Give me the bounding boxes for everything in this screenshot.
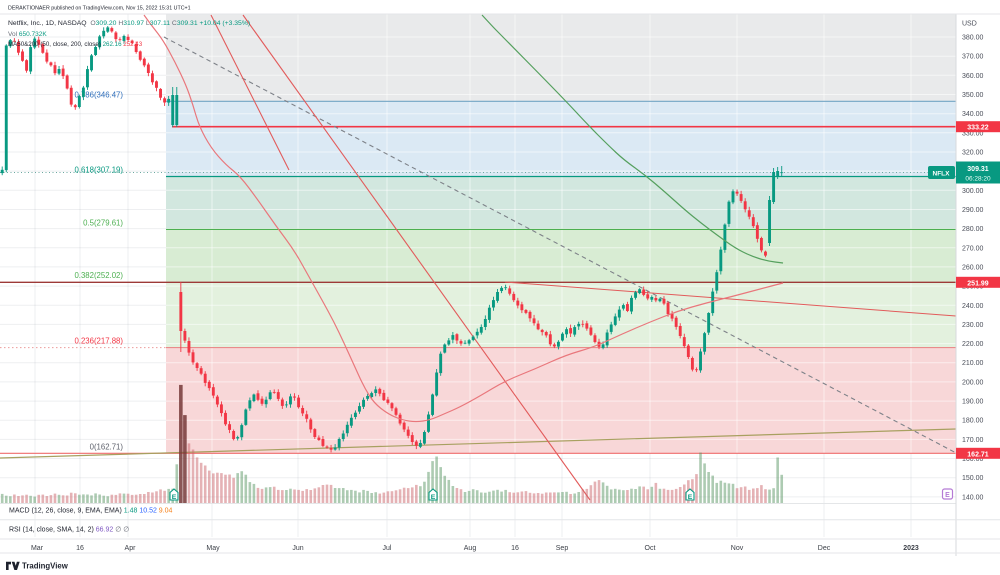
svg-text:0.5(279.61): 0.5(279.61) [83, 218, 123, 227]
svg-text:Oct: Oct [645, 545, 656, 552]
svg-text:NFLX: NFLX [933, 171, 951, 178]
svg-text:Apr: Apr [125, 545, 137, 552]
svg-text:Nov: Nov [731, 545, 744, 552]
svg-text:0.786(346.47): 0.786(346.47) [74, 90, 123, 99]
svg-text:E: E [172, 494, 177, 501]
svg-text:230.00: 230.00 [962, 322, 984, 329]
svg-text:0.236(217.88): 0.236(217.88) [74, 337, 123, 346]
svg-text:260.00: 260.00 [962, 264, 984, 271]
svg-text:270.00: 270.00 [962, 245, 984, 252]
svg-text:360.00: 360.00 [962, 73, 984, 80]
svg-text:220.00: 220.00 [962, 341, 984, 348]
svg-text:300.00: 300.00 [962, 188, 984, 195]
svg-text:MA50&200 (50, close, 200, clos: MA50&200 (50, close, 200, close) 262.16 … [8, 41, 143, 48]
svg-text:370.00: 370.00 [962, 54, 984, 61]
svg-text:Vol 650.732K: Vol 650.732K [8, 31, 47, 38]
svg-text:140.00: 140.00 [962, 494, 984, 501]
svg-text:150.00: 150.00 [962, 475, 984, 482]
svg-text:290.00: 290.00 [962, 207, 984, 214]
svg-text:Jul: Jul [383, 545, 392, 552]
svg-text:USD: USD [962, 21, 977, 28]
svg-text:E: E [688, 494, 693, 501]
svg-text:0.382(252.02): 0.382(252.02) [74, 271, 123, 280]
svg-text:190.00: 190.00 [962, 399, 984, 406]
svg-text:160.00: 160.00 [962, 456, 984, 463]
svg-text:0(162.71): 0(162.71) [90, 442, 124, 451]
svg-text:251.99: 251.99 [967, 280, 989, 287]
svg-text:200.00: 200.00 [962, 379, 984, 386]
svg-text:16: 16 [511, 545, 519, 552]
svg-text:180.00: 180.00 [962, 418, 984, 425]
svg-text:320.00: 320.00 [962, 150, 984, 157]
svg-text:240.00: 240.00 [962, 303, 984, 310]
svg-text:280.00: 280.00 [962, 226, 984, 233]
svg-text:340.00: 340.00 [962, 111, 984, 118]
svg-text:MACD (12, 26, close, 9, EMA, E: MACD (12, 26, close, 9, EMA, EMA) 1.48 1… [9, 508, 173, 515]
svg-text:06:28:20: 06:28:20 [965, 176, 991, 183]
svg-text:309.31: 309.31 [967, 166, 989, 173]
svg-text:16: 16 [76, 545, 84, 552]
svg-text:380.00: 380.00 [962, 35, 984, 42]
svg-text:2023: 2023 [903, 545, 919, 552]
svg-text:0.618(307.19): 0.618(307.19) [74, 166, 123, 175]
svg-text:Dec: Dec [818, 545, 831, 552]
svg-text:DERAKTIONAER published on Trad: DERAKTIONAER published on TradingView.co… [8, 6, 191, 12]
svg-text:E: E [945, 492, 950, 499]
svg-text:Sep: Sep [556, 545, 569, 552]
svg-text:350.00: 350.00 [962, 92, 984, 99]
svg-text:TradingView: TradingView [22, 561, 69, 570]
svg-text:Jun: Jun [292, 545, 303, 552]
svg-text:Netflix, Inc., 1D, NASDAQ O30: Netflix, Inc., 1D, NASDAQ O309.20 H310.9… [8, 20, 250, 27]
svg-text:170.00: 170.00 [962, 437, 984, 444]
svg-text:Mar: Mar [31, 545, 44, 552]
svg-text:Aug: Aug [464, 545, 477, 552]
svg-text:330.00: 330.00 [962, 130, 984, 137]
svg-text:210.00: 210.00 [962, 360, 984, 367]
svg-text:E: E [431, 494, 436, 501]
svg-text:May: May [206, 545, 220, 552]
svg-text:RSI (14, close, SMA, 14, 2) 66: RSI (14, close, SMA, 14, 2) 66.92 ∅ ∅ [9, 527, 129, 534]
svg-text:162.71: 162.71 [967, 451, 989, 458]
svg-text:333.22: 333.22 [967, 125, 989, 132]
